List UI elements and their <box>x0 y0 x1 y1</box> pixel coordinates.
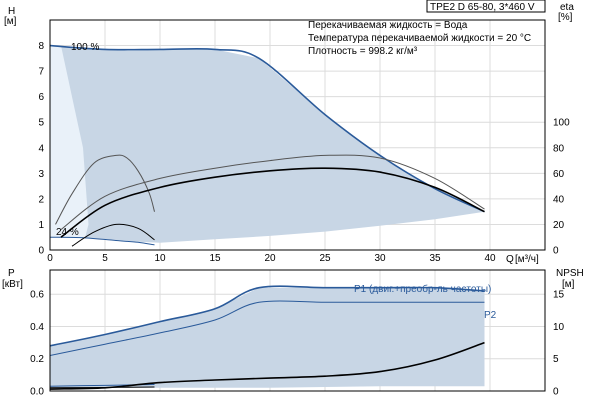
y-tick-label: 3 <box>38 169 44 180</box>
y-axis-unit-h: [м] <box>4 16 17 27</box>
y2-tick-label: 60 <box>553 169 565 180</box>
series-line-npsh <box>50 341 485 390</box>
x-tick-label: 15 <box>209 253 221 264</box>
y-axis-label-h: H <box>8 6 15 17</box>
y-tick-label: 8 <box>38 41 44 52</box>
x-tick-label: 25 <box>319 253 331 264</box>
power-series-group <box>50 285 485 390</box>
y-tick-label: 4 <box>38 143 44 154</box>
operating-area-head <box>50 45 485 243</box>
note-liquid: Перекачиваемая жидкость = Вода <box>308 20 468 31</box>
operating-area-power <box>50 287 485 388</box>
y-tick-label: 0 <box>38 246 44 257</box>
plot-frame-bottom <box>49 269 546 392</box>
y2-axis-unit-eta: [%] <box>558 12 573 23</box>
note-temperature: Температура перекачиваемой жидкости = 20… <box>308 33 531 44</box>
y2-tick-label: 10 <box>553 322 565 333</box>
y2-tick-label: 80 <box>553 143 565 154</box>
y-tick-label: 0.0 <box>30 387 44 398</box>
annotation-24-percent: 24 % <box>56 227 79 238</box>
title-box <box>426 0 546 13</box>
x-tick-label: 0 <box>47 253 53 264</box>
y-tick-label: 6 <box>38 92 44 103</box>
x-tick-label: 35 <box>429 253 441 264</box>
series-label-p1: P1 (двиг.+преобр-ль частоты) <box>354 283 491 295</box>
y2-tick-label: 5 <box>553 354 559 365</box>
note-density: Плотность = 998.2 кг/м³ <box>308 46 418 57</box>
x-tick-label: 20 <box>264 253 276 264</box>
chart-title: TPE2 D 65-80, 3*460 V <box>430 2 535 13</box>
series-line-p1 <box>50 285 485 347</box>
x-axis-label-q: Q <box>506 254 514 265</box>
x-axis-unit-q: [м³/ч] <box>515 254 539 265</box>
y2-axis-label-npsh: NPSH <box>556 268 584 279</box>
y-tick-label: 0.4 <box>30 322 44 333</box>
x-tick-label: 40 <box>484 253 496 264</box>
y-tick-label: 0.6 <box>30 290 44 301</box>
y-tick-label: 1 <box>38 220 44 231</box>
y2-tick-label: 15 <box>553 290 565 301</box>
y2-axis-label-eta: eta <box>560 2 574 13</box>
series-line-head-max <box>50 44 485 213</box>
y2-tick-label: 0 <box>553 246 559 257</box>
x-tick-label: 30 <box>374 253 386 264</box>
series-line-p2 <box>50 300 485 356</box>
y2-tick-label: 20 <box>553 220 565 231</box>
operating-area-head-light <box>50 45 89 238</box>
series-line-head-min <box>50 236 155 246</box>
series-line-eta-avg <box>60 167 485 238</box>
y2-tick-label: 100 <box>553 118 570 129</box>
x-tick-label: 10 <box>154 253 166 264</box>
y2-tick-label: 40 <box>553 194 565 205</box>
ticks-bottom: 0.0 0.2 0.4 0.6 0 5 10 15 <box>30 290 564 398</box>
y-axis-unit-p: [кВт] <box>2 279 23 290</box>
y-tick-label: 0.2 <box>30 354 44 365</box>
annotation-100-percent: 100 % <box>71 42 99 53</box>
x-tick-label: 5 <box>102 253 108 264</box>
series-label-p2: P2 <box>484 310 497 321</box>
y-axis-label-p: P <box>8 268 15 279</box>
y-tick-label: 5 <box>38 118 44 129</box>
series-line-eta-min <box>71 223 155 247</box>
head-series-group <box>50 44 485 247</box>
y2-axis-unit-npsh: [м] <box>562 279 575 290</box>
series-line-eta-100 <box>60 154 485 230</box>
y-tick-label: 7 <box>38 67 44 78</box>
y-tick-label: 2 <box>38 194 44 205</box>
plot-frame-top <box>49 19 546 251</box>
y2-tick-label: 0 <box>553 387 559 398</box>
